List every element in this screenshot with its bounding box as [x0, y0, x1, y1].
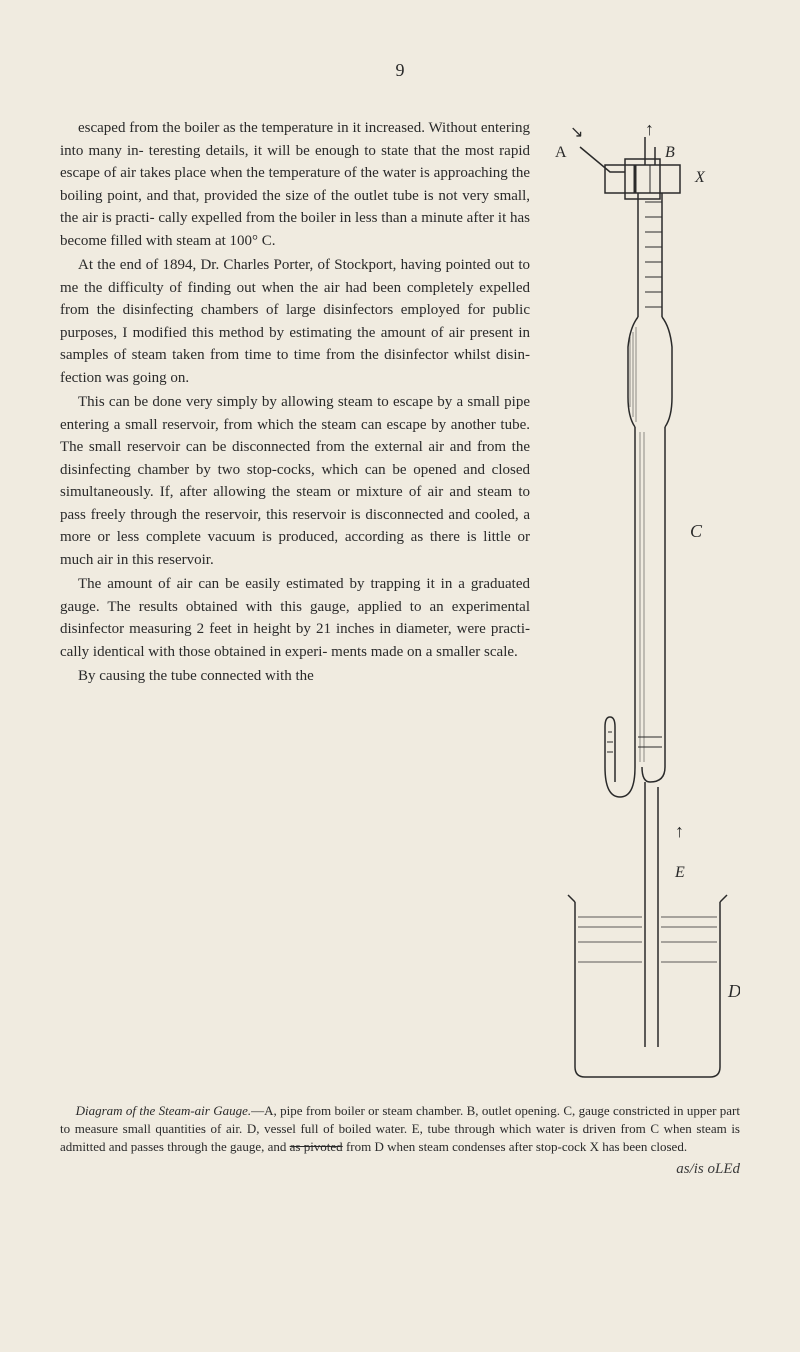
beaker-lip-left — [568, 895, 575, 902]
beaker-bottom — [575, 1067, 720, 1077]
beaker-lip-right — [720, 895, 727, 902]
label-d: D — [727, 981, 740, 1001]
diagram-column: ↘ A ↑ B X — [550, 117, 740, 1092]
pipe-a — [580, 147, 625, 172]
label-a: A — [555, 144, 567, 161]
text-column: escaped from the boiler as the temperatu… — [60, 117, 530, 1092]
u-bend-outer-left — [605, 727, 635, 797]
handwritten-note: as/is oLEd — [676, 1161, 740, 1177]
paragraph-1: escaped from the boiler as the temperatu… — [60, 117, 530, 252]
label-c: C — [690, 521, 703, 541]
stopcock-housing — [605, 165, 680, 193]
paragraph-4: The amount of air can be easily estimate… — [60, 573, 530, 663]
label-b: B — [665, 144, 675, 161]
caption-end: from D when steam condenses after stop-c… — [343, 1139, 687, 1154]
paragraph-3: This can be done very simply by allowing… — [60, 391, 530, 571]
paragraph-5: By causing the tube connected with the — [60, 665, 530, 688]
u-top — [605, 717, 615, 727]
label-e: E — [674, 864, 685, 881]
u-bend-inner — [642, 767, 665, 782]
paragraph-2: At the end of 1894, Dr. Charles Porter, … — [60, 254, 530, 389]
caption-struck: as pivoted — [290, 1139, 343, 1154]
content-area: escaped from the boiler as the temperatu… — [60, 117, 740, 1092]
label-a-arrow: ↘ — [570, 124, 583, 141]
label-x: X — [694, 169, 706, 186]
steam-gauge-diagram: ↘ A ↑ B X — [550, 117, 740, 1087]
page-number: 9 — [60, 60, 740, 81]
diagram-caption: Diagram of the Steam-air Gauge.—A, pipe … — [60, 1102, 740, 1180]
arrow-up-e: ↑ — [675, 821, 684, 841]
bulb-right — [662, 317, 672, 427]
caption-title: Diagram of the Steam-air Gauge. — [76, 1103, 252, 1118]
arrow-up-top: ↑ — [645, 119, 654, 139]
